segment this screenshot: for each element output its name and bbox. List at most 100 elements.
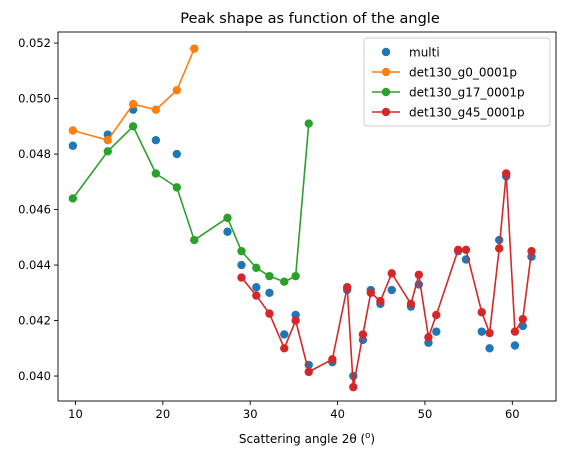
chart-title: Peak shape as function of the angle [180,11,440,27]
data-point [280,330,289,339]
data-point [151,136,161,145]
data-point [502,169,511,178]
data-point [485,344,494,353]
data-point [477,308,486,317]
y-tick-label: 0.050 [18,92,51,106]
legend-item: det130_g0_0001p [372,66,517,80]
x-tick-label: 60 [505,407,520,421]
y-tick-label: 0.040 [18,369,51,383]
legend-label: multi [409,46,440,60]
data-point [291,316,300,325]
data-point [510,327,520,336]
legend-frame [363,37,551,127]
data-point [252,263,261,273]
legend-label: det130_g45_0001p [409,106,525,120]
data-point [128,99,138,109]
data-point [414,270,424,279]
data-point [151,105,161,114]
data-point [190,235,199,245]
data-point [103,136,113,145]
data-point [190,44,199,53]
legend-marker [381,67,391,77]
y-tick-label: 0.044 [18,258,51,272]
data-point [518,321,527,331]
data-point [485,328,494,338]
legend-marker [381,87,391,97]
data-point [172,86,182,95]
data-point [237,260,246,270]
series-line [240,173,533,388]
data-point [280,344,289,353]
data-point [358,330,368,339]
x-axis-label-text: Scattering angle 2θ ( [239,432,365,446]
series-line [72,48,196,142]
data-point [518,314,527,324]
data-point [495,244,504,253]
x-axis-label: Scattering angle 2θ (o) [239,431,375,446]
data-point [265,309,274,318]
x-axis: 10 20 30 40 50 60 [68,401,520,421]
data-point [477,327,486,336]
y-tick-label: 0.046 [18,203,51,217]
axes-frame [57,31,557,402]
x-tick-label: 30 [243,407,258,421]
data-point [103,147,113,156]
data-point [172,183,182,192]
data-point [265,288,274,297]
y-axis: 0.040 0.042 0.044 0.046 0.048 0.050 0.052 [18,36,58,383]
legend-marker [381,107,391,117]
data-point [406,299,416,309]
data-point [291,271,300,281]
data-point [151,169,161,178]
data-point [128,122,138,131]
data-point [68,194,78,203]
data-point [237,273,246,282]
x-tick-label: 50 [418,407,433,421]
data-point [68,141,78,150]
series-det130_g0_0001p [68,44,199,145]
data-point [461,245,471,254]
data-point [453,245,463,254]
legend-item: det130_g45_0001p [372,106,525,120]
x-tick-label: 20 [156,407,171,421]
legend-label: det130_g0_0001p [409,66,517,80]
data-point [376,296,385,306]
legend-marker [381,47,391,57]
data-point [223,213,232,223]
data-point [265,271,274,281]
data-point [527,246,536,256]
data-point [342,283,352,292]
data-point [223,227,232,236]
legend: multi det130_g0_0001p det130_g17_0001p det1… [363,37,551,127]
data-point [280,277,289,286]
data-point [328,355,337,364]
x-tick-label: 10 [68,407,83,421]
data-point [387,269,396,278]
legend-item: multi [381,46,440,60]
x-axis-label-close: ) [370,432,375,446]
data-point [304,119,313,128]
data-point [424,332,433,342]
x-tick-label: 40 [330,407,345,421]
data-point [387,285,396,295]
legend-label: det130_g17_0001p [409,86,525,100]
data-point [366,288,375,297]
data-point [510,341,520,350]
series-det130_g17_0001p [68,119,313,286]
data-point [68,126,78,135]
y-tick-label: 0.042 [18,314,51,328]
y-tick-label: 0.052 [18,36,51,50]
data-point [349,382,358,392]
data-point [252,291,261,300]
y-tick-label: 0.048 [18,147,51,161]
data-point [252,283,261,292]
series-det130_g45_0001p [237,169,536,392]
data-point [237,246,246,256]
series-multi [68,105,536,381]
x-axis-label-superscript: o [365,431,370,441]
plot-area [68,44,536,392]
data-point [432,327,441,336]
data-point [172,149,182,159]
data-point [432,310,441,320]
